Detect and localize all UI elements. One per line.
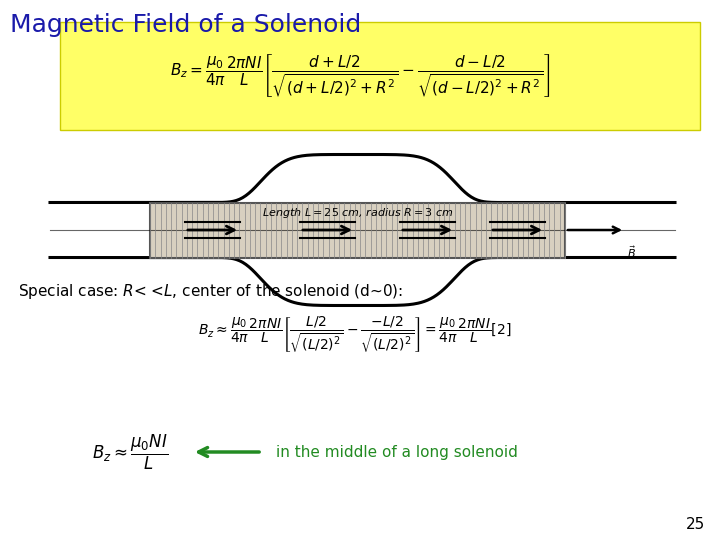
Text: $B_z \approx \dfrac{\mu_0 NI}{L}$: $B_z \approx \dfrac{\mu_0 NI}{L}$ xyxy=(92,433,168,471)
Text: in the middle of a long solenoid: in the middle of a long solenoid xyxy=(276,444,518,460)
Text: $\vec{B}$: $\vec{B}$ xyxy=(627,244,636,260)
FancyBboxPatch shape xyxy=(60,22,700,130)
Text: $B_z \approx \dfrac{\mu_0}{4\pi} \dfrac{2\pi NI}{L} \left[ \dfrac{L/2}{\sqrt{\le: $B_z \approx \dfrac{\mu_0}{4\pi} \dfrac{… xyxy=(198,315,512,355)
Text: $B_z = \dfrac{\mu_0}{4\pi} \dfrac{2\pi NI}{L} \left[ \dfrac{d + L/2}{\sqrt{\left: $B_z = \dfrac{\mu_0}{4\pi} \dfrac{2\pi N… xyxy=(170,52,550,99)
Text: Length $L = 25$ cm, radius $R = 3$ cm: Length $L = 25$ cm, radius $R = 3$ cm xyxy=(261,206,454,220)
Text: Special case: $R\!<\!<\!L$, center of the solenoid (d~0):: Special case: $R\!<\!<\!L$, center of th… xyxy=(18,282,403,301)
Bar xyxy=(150,202,565,258)
Text: 25: 25 xyxy=(685,517,705,532)
Text: Magnetic Field of a Solenoid: Magnetic Field of a Solenoid xyxy=(10,13,361,37)
